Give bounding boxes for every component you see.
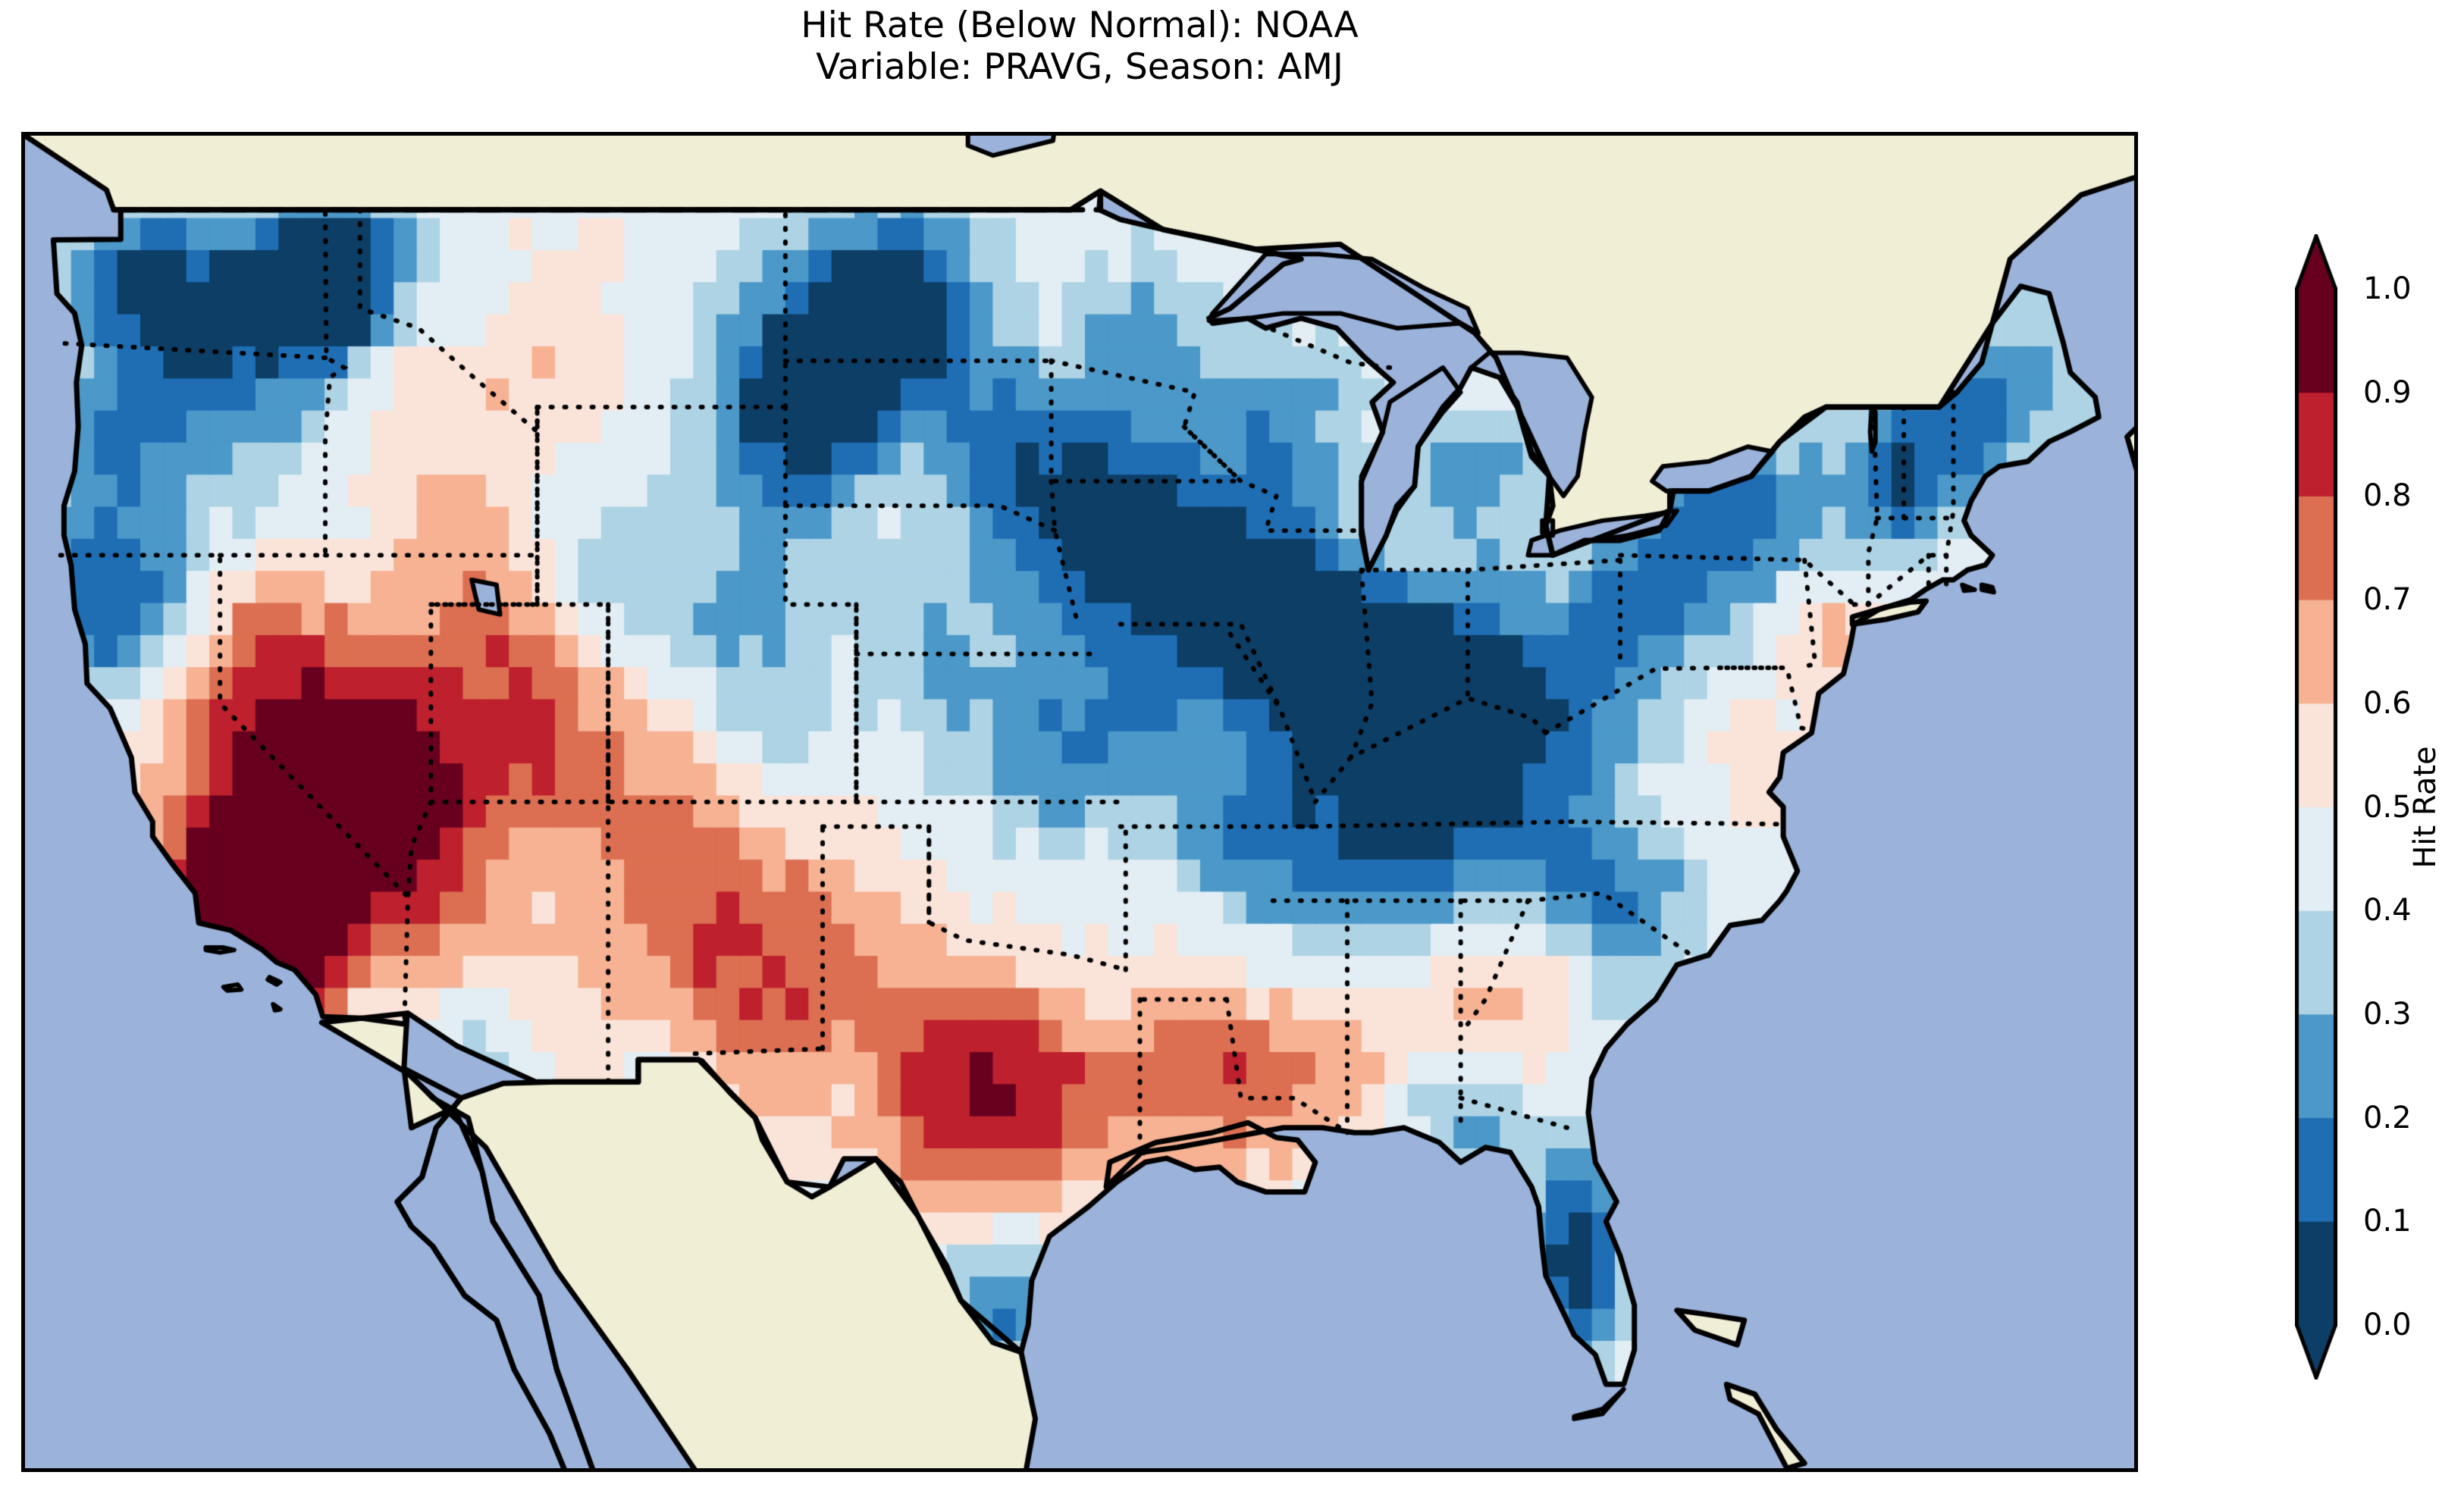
colorbar-tick-0-4: 0.4 [2363,893,2412,929]
colorbar-axis-label: Hit Rate [2408,746,2443,869]
colorbar-tick-0-7: 0.7 [2363,582,2412,618]
title-line-2: Variable: PRAVG, Season: AMJ [816,46,1343,89]
colorbar-tick-labels: 1.0 0.9 0.8 0.7 0.6 0.5 0.4 0.3 0.2 0.1 0.0 [2363,234,2454,1380]
hit-rate-heatmap [25,136,2134,1468]
colorbar-tick-1-0: 1.0 [2363,271,2412,306]
colorbar-tick-0-8: 0.8 [2363,478,2412,514]
colorbar-gradient [2295,234,2337,1380]
colorbar-tick-0-5: 0.5 [2363,789,2412,825]
title-line-1: Hit Rate (Below Normal): NOAA [801,5,1359,46]
colorbar-tick-0-2: 0.2 [2363,1100,2412,1135]
colorbar [2295,234,2337,1380]
colorbar-tick-0-9: 0.9 [2363,374,2412,410]
colorbar-tick-0-6: 0.6 [2363,685,2412,721]
page-title: Hit Rate (Below Normal): NOAA Variable: … [21,5,2138,89]
colorbar-tick-0-0: 0.0 [2363,1308,2412,1342]
map-plot-area [21,132,2138,1472]
colorbar-tick-0-1: 0.1 [2363,1204,2412,1239]
colorbar-tick-0-3: 0.3 [2363,996,2412,1032]
